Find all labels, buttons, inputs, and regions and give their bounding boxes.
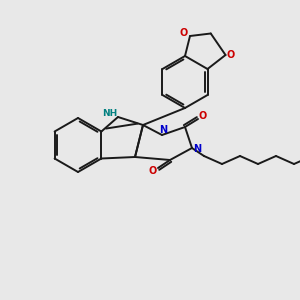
Text: N: N	[159, 125, 167, 135]
Text: NH: NH	[102, 110, 118, 118]
Text: O: O	[226, 50, 235, 60]
Text: O: O	[199, 111, 207, 121]
Text: N: N	[193, 144, 201, 154]
Text: O: O	[149, 166, 157, 176]
Text: O: O	[180, 28, 188, 38]
